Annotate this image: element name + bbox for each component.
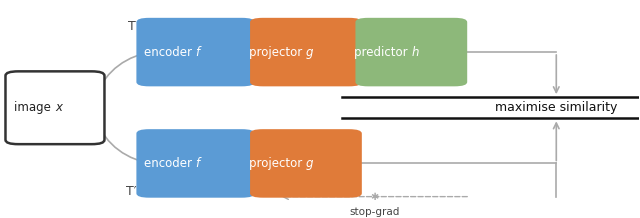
Text: encoder: encoder — [144, 157, 195, 170]
Text: ✱: ✱ — [370, 192, 378, 202]
FancyBboxPatch shape — [136, 129, 255, 198]
Text: g: g — [306, 46, 314, 59]
Text: f: f — [195, 46, 200, 59]
Text: stop-grad: stop-grad — [349, 207, 399, 217]
Text: encoder: encoder — [144, 46, 195, 59]
FancyBboxPatch shape — [250, 18, 362, 86]
Text: T: T — [128, 20, 136, 33]
Text: projector: projector — [249, 157, 306, 170]
Text: projector: projector — [249, 46, 306, 59]
Text: g: g — [306, 157, 314, 170]
Text: maximise similarity: maximise similarity — [495, 101, 618, 114]
Text: T′: T′ — [126, 185, 137, 198]
Text: image: image — [14, 101, 55, 114]
FancyBboxPatch shape — [6, 71, 104, 144]
FancyBboxPatch shape — [250, 129, 362, 198]
Text: f: f — [195, 157, 200, 170]
FancyBboxPatch shape — [136, 18, 255, 86]
FancyBboxPatch shape — [355, 18, 467, 86]
Text: x: x — [55, 101, 62, 114]
Text: predictor: predictor — [354, 46, 412, 59]
Text: h: h — [412, 46, 419, 59]
